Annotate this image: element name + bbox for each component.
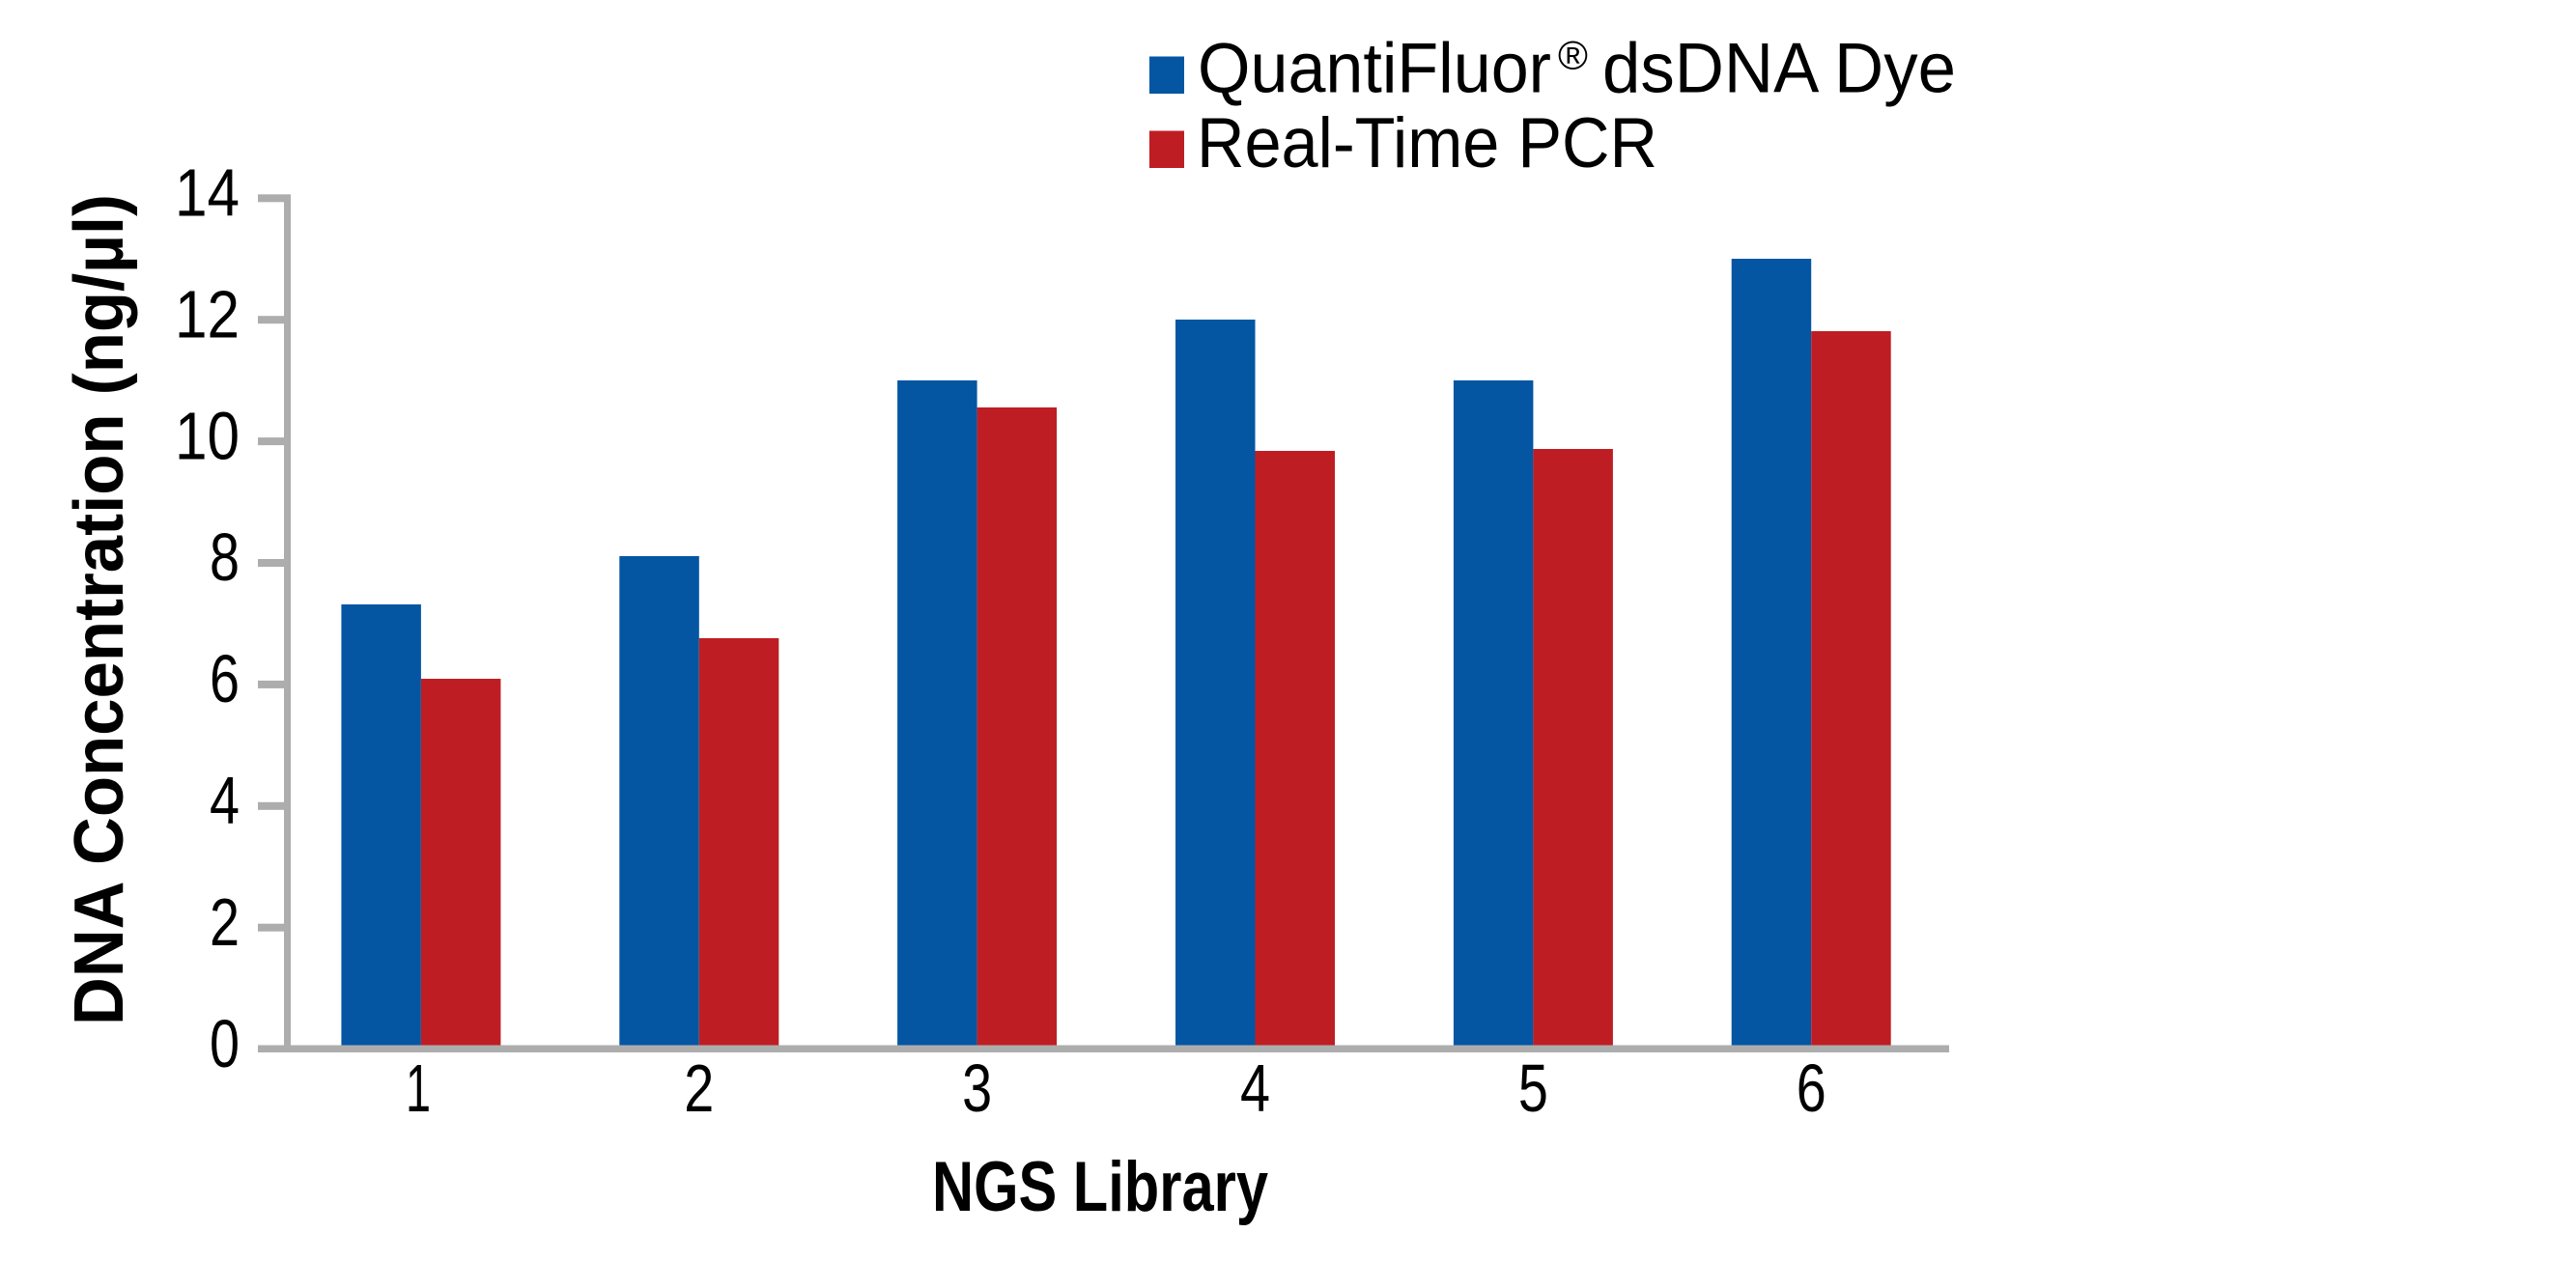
svg-text:NGS Library: NGS Library bbox=[932, 1148, 1268, 1226]
svg-text:1: 1 bbox=[406, 1050, 431, 1126]
svg-text:14: 14 bbox=[175, 155, 240, 231]
svg-text:2: 2 bbox=[210, 884, 240, 960]
svg-text:0: 0 bbox=[210, 1006, 240, 1081]
svg-text:DNA Concentration (ng/µl): DNA Concentration (ng/µl) bbox=[61, 194, 138, 1025]
svg-text:10: 10 bbox=[175, 398, 240, 473]
svg-text:2: 2 bbox=[684, 1050, 714, 1126]
svg-text:12: 12 bbox=[175, 276, 240, 351]
svg-text:4: 4 bbox=[210, 763, 240, 838]
svg-text:Real-Time PCR: Real-Time PCR bbox=[1197, 104, 1657, 182]
svg-text:5: 5 bbox=[1518, 1050, 1548, 1126]
svg-text:6: 6 bbox=[210, 641, 240, 716]
svg-text:6: 6 bbox=[1797, 1050, 1826, 1126]
svg-text:3: 3 bbox=[962, 1050, 992, 1126]
svg-text:8: 8 bbox=[210, 519, 240, 595]
svg-text:®: ® bbox=[1558, 33, 1588, 78]
svg-text:QuantiFluor: QuantiFluor bbox=[1198, 30, 1551, 108]
svg-text:dsDNA Dye: dsDNA Dye bbox=[1602, 30, 1956, 108]
svg-text:4: 4 bbox=[1240, 1050, 1270, 1126]
